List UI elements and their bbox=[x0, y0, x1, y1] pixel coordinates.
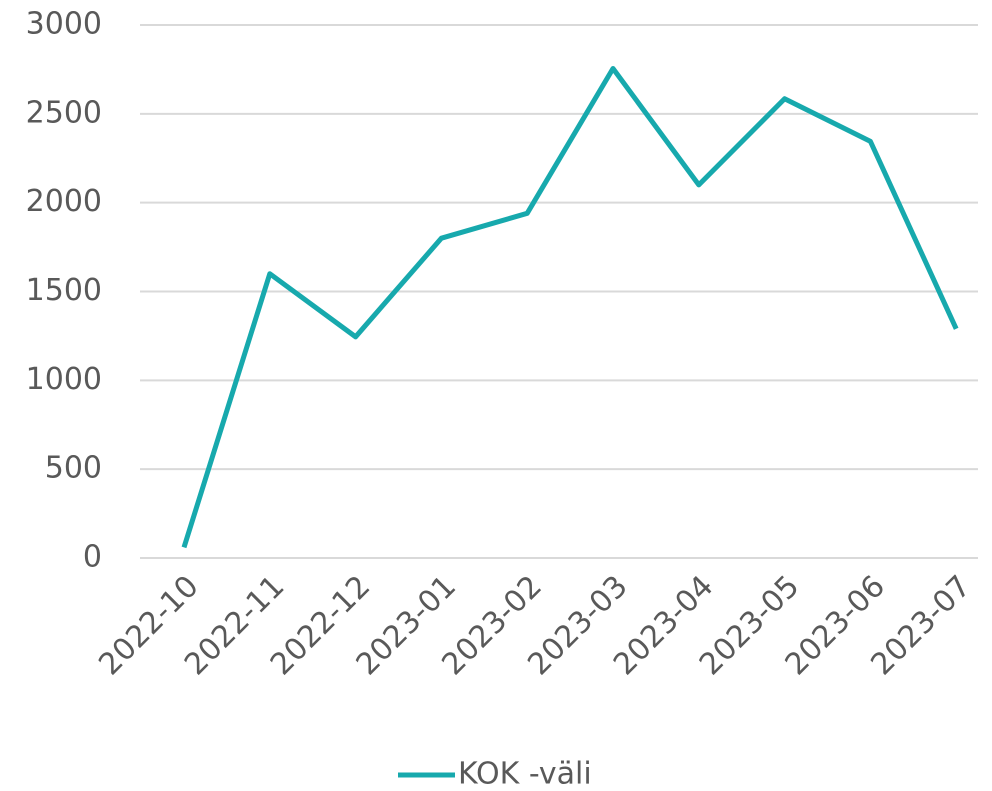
y-tick-label: 3000 bbox=[26, 7, 102, 42]
y-tick-label: 500 bbox=[45, 451, 102, 486]
data-line bbox=[181, 66, 959, 549]
y-tick-label: 0 bbox=[83, 540, 102, 575]
legend-label: KOK -väli bbox=[458, 757, 592, 791]
y-tick-label: 1500 bbox=[26, 273, 102, 308]
y-tick-label: 2500 bbox=[26, 95, 102, 130]
y-tick-label: 2000 bbox=[26, 184, 102, 219]
y-tick-label: 1000 bbox=[26, 362, 102, 397]
